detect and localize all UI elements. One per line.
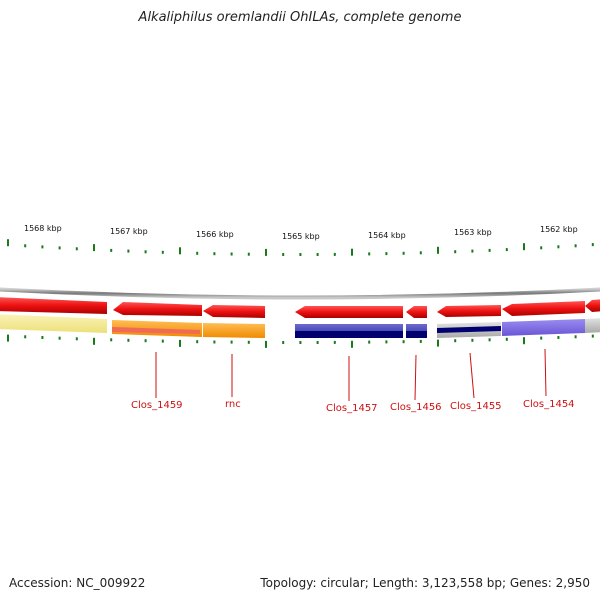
gene-label-clos-1459[interactable]: Clos_1459 bbox=[131, 400, 183, 411]
scale-tick-labels: 1568 kbp 1567 kbp 1566 kbp 1565 kbp 1564… bbox=[24, 224, 578, 241]
gene-label-clos-1456[interactable]: Clos_1456 bbox=[390, 402, 442, 413]
accession-text: Accession: NC_009922 bbox=[9, 576, 146, 590]
gene-labels: Clos_1459 rnc Clos_1457 Clos_1456 Clos_1… bbox=[131, 399, 575, 414]
track-dark-blue-band-2[interactable] bbox=[406, 331, 427, 338]
gene-arrow-left-edge[interactable] bbox=[0, 297, 107, 314]
tick-label-1567: 1567 kbp bbox=[110, 227, 148, 236]
leader-clos-1456 bbox=[414, 354, 417, 401]
annotation-track bbox=[0, 314, 600, 338]
gene-arrow-clos-1454[interactable] bbox=[502, 301, 585, 316]
gene-arrow-clos-1459[interactable] bbox=[113, 302, 202, 316]
gene-label-clos-1454[interactable]: Clos_1454 bbox=[523, 399, 575, 410]
gene-arrow-track bbox=[0, 297, 600, 318]
lower-scale-ticks bbox=[7, 334, 594, 348]
tick-label-1568: 1568 kbp bbox=[24, 224, 62, 233]
genome-summary-text: Topology: circular; Length: 3,123,558 bp… bbox=[260, 576, 590, 590]
gene-arrow-clos-1455[interactable] bbox=[437, 305, 501, 317]
gene-arrow-clos-1456[interactable] bbox=[406, 306, 427, 318]
gene-label-clos-1457[interactable]: Clos_1457 bbox=[326, 403, 378, 414]
gene-arrow-right-edge[interactable] bbox=[585, 299, 600, 312]
upper-scale-ticks bbox=[7, 239, 594, 256]
track-gray-segment-2[interactable] bbox=[585, 318, 600, 333]
tick-label-1562: 1562 kbp bbox=[540, 225, 578, 234]
tick-label-1563: 1563 kbp bbox=[454, 228, 492, 237]
track-dark-blue-band-3[interactable] bbox=[437, 326, 501, 333]
gene-label-rnc[interactable]: rnc bbox=[225, 399, 241, 410]
tick-label-1566: 1566 kbp bbox=[196, 230, 234, 239]
leader-clos-1455 bbox=[469, 352, 475, 399]
gene-arrow-rnc[interactable] bbox=[203, 305, 265, 318]
track-orange-segment-2[interactable] bbox=[203, 323, 265, 338]
tick-label-1565: 1565 kbp bbox=[282, 232, 320, 241]
track-yellow-segment[interactable] bbox=[0, 314, 107, 333]
track-dark-blue-band-1[interactable] bbox=[295, 331, 403, 338]
tick-label-1564: 1564 kbp bbox=[368, 231, 406, 240]
gene-label-leaders bbox=[155, 348, 547, 401]
gene-arrow-clos-1457[interactable] bbox=[295, 306, 403, 318]
track-lavender-segment[interactable] bbox=[502, 319, 585, 336]
gene-label-clos-1455[interactable]: Clos_1455 bbox=[450, 401, 502, 412]
genome-title: Alkaliphilus oremlandii OhILAs, complete… bbox=[138, 10, 462, 25]
genome-backbone bbox=[0, 287, 600, 300]
leader-clos-1454 bbox=[544, 348, 547, 397]
track-salmon-segment[interactable] bbox=[112, 327, 200, 334]
